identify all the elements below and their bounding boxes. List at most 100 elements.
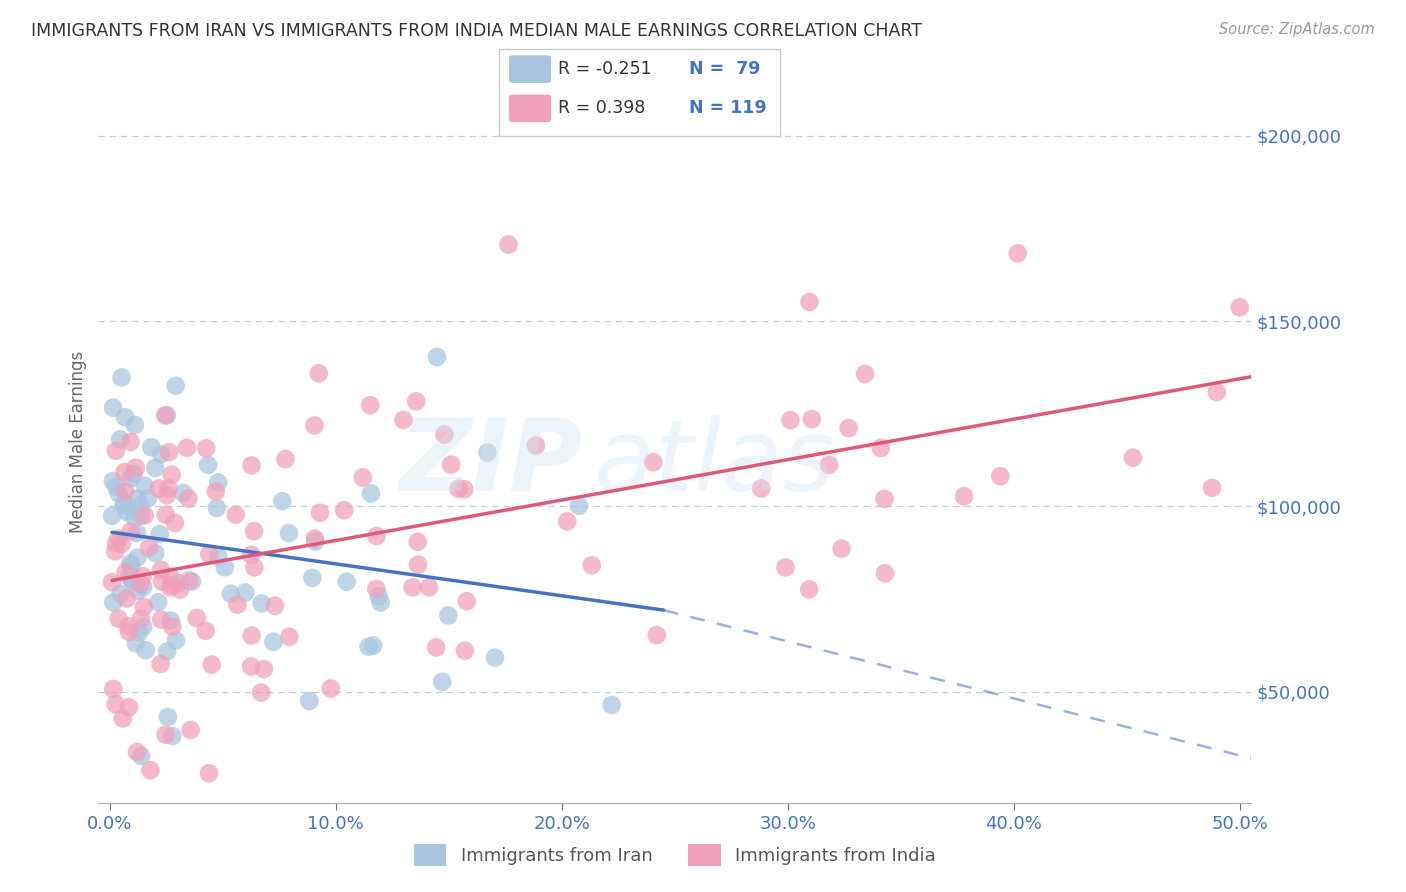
Point — [112, 496, 135, 510]
Point — [194, 624, 217, 638]
Point — [278, 630, 301, 644]
Point — [167, 576, 190, 591]
Point — [162, 578, 184, 592]
Point — [309, 506, 332, 520]
Point — [406, 535, 429, 549]
Point — [1201, 481, 1223, 495]
Point — [125, 525, 148, 540]
Point — [207, 475, 229, 490]
Point — [873, 491, 896, 506]
Point — [120, 558, 142, 573]
Point — [437, 608, 460, 623]
Point — [101, 474, 124, 488]
Point — [155, 728, 177, 742]
Point — [214, 560, 236, 574]
Point — [274, 452, 297, 467]
Point — [233, 585, 256, 599]
Point — [779, 413, 801, 427]
Point — [555, 515, 578, 529]
Point — [103, 595, 125, 609]
Point — [117, 619, 139, 633]
Text: ZIP: ZIP — [399, 415, 582, 512]
Point — [101, 575, 124, 590]
Point — [129, 576, 152, 591]
Point — [263, 634, 285, 648]
Point — [149, 527, 172, 541]
Point — [114, 484, 136, 499]
Point — [426, 350, 449, 364]
Point — [440, 458, 463, 472]
Point — [108, 433, 131, 447]
Point — [101, 508, 124, 523]
Point — [118, 624, 141, 639]
Point — [104, 544, 127, 558]
Point — [250, 596, 273, 610]
Point — [114, 410, 136, 425]
Point — [115, 505, 138, 519]
Point — [134, 508, 156, 523]
Point — [125, 636, 148, 650]
Point — [132, 580, 155, 594]
Point — [1205, 385, 1227, 400]
Point — [135, 643, 157, 657]
Point — [953, 489, 976, 503]
Point — [277, 526, 299, 541]
Point — [149, 657, 172, 671]
Point — [264, 599, 287, 613]
Point — [181, 574, 204, 589]
Point — [240, 628, 263, 642]
Point — [336, 574, 359, 589]
Point — [799, 582, 821, 597]
Point — [146, 595, 169, 609]
Point — [143, 461, 166, 475]
Point — [425, 640, 447, 655]
Point — [148, 482, 170, 496]
Point — [447, 482, 470, 496]
Point — [162, 729, 184, 743]
Point — [524, 438, 547, 452]
Point — [120, 557, 142, 571]
Point — [645, 628, 668, 642]
Point — [204, 484, 226, 499]
Point — [243, 524, 266, 539]
Point — [456, 594, 478, 608]
Point — [110, 587, 132, 601]
Point — [118, 700, 141, 714]
Point — [853, 367, 876, 381]
Point — [114, 465, 136, 479]
Point — [240, 458, 263, 473]
Point — [120, 524, 142, 539]
Point — [454, 643, 477, 657]
Point — [643, 455, 665, 469]
Point — [433, 427, 456, 442]
Point — [240, 659, 263, 673]
Point — [477, 445, 499, 459]
Point — [360, 486, 382, 500]
Point — [104, 697, 127, 711]
Point — [366, 529, 388, 543]
Point — [205, 500, 228, 515]
Point — [304, 532, 326, 546]
Point — [107, 612, 129, 626]
Text: Source: ZipAtlas.com: Source: ZipAtlas.com — [1219, 22, 1375, 37]
Point — [165, 633, 187, 648]
Point — [581, 558, 603, 573]
Point — [1007, 246, 1029, 260]
Point — [225, 508, 247, 522]
Point — [568, 499, 591, 513]
Point — [775, 560, 797, 574]
Point — [367, 589, 389, 603]
Text: atlas: atlas — [595, 415, 835, 512]
Point — [136, 491, 159, 505]
Point — [160, 467, 183, 482]
Text: N =  79: N = 79 — [689, 60, 761, 78]
Point — [150, 574, 173, 589]
Point — [155, 508, 177, 522]
Point — [127, 583, 149, 598]
Point — [132, 569, 155, 583]
Point — [120, 571, 142, 585]
Point — [600, 698, 623, 712]
Point — [127, 550, 149, 565]
Point — [122, 467, 145, 481]
Point — [107, 486, 129, 500]
